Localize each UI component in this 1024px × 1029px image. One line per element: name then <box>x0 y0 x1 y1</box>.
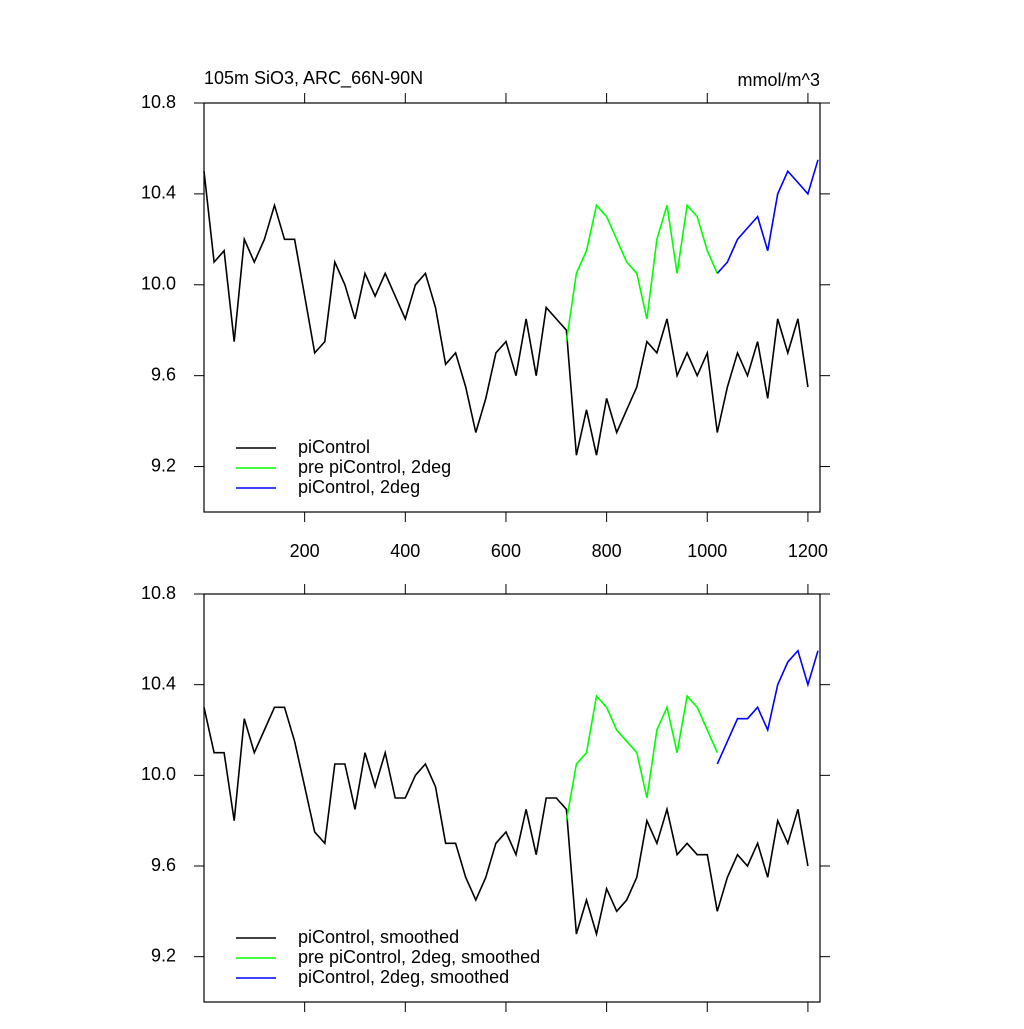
legend-label: pre piControl, 2deg <box>298 457 451 477</box>
y-tick-label: 9.2 <box>151 945 176 965</box>
x-tick-label: 1000 <box>687 541 727 561</box>
x-tick-label: 800 <box>592 541 622 561</box>
y-tick-label: 10.0 <box>141 274 176 294</box>
x-tick-label: 600 <box>491 541 521 561</box>
units-label: mmol/m^3 <box>738 70 820 90</box>
y-tick-label: 10.4 <box>141 183 176 203</box>
legend-label: piControl <box>298 437 370 457</box>
plot-frame <box>203 102 821 513</box>
y-tick-label: 9.6 <box>151 855 176 875</box>
chart-title: 105m SiO3, ARC_66N-90N <box>204 68 423 89</box>
series-line <box>565 203 719 342</box>
y-tick-label: 9.6 <box>151 364 176 384</box>
series-line <box>565 694 719 821</box>
plot-frame <box>203 593 821 1003</box>
x-tick-label: 400 <box>390 541 420 561</box>
legend-label: piControl, smoothed <box>298 927 459 947</box>
y-tick-label: 10.8 <box>141 583 176 603</box>
y-tick-label: 9.2 <box>151 455 176 475</box>
legend-label: piControl, 2deg, smoothed <box>298 967 509 987</box>
series-line <box>716 649 819 765</box>
y-tick-label: 10.8 <box>141 92 176 112</box>
series-line <box>203 706 809 938</box>
x-tick-label: 200 <box>290 541 320 561</box>
y-tick-label: 10.4 <box>141 673 176 693</box>
legend-label: piControl, 2deg <box>298 477 420 497</box>
y-tick-label: 10.0 <box>141 764 176 784</box>
legend-label: pre piControl, 2deg, smoothed <box>298 947 540 967</box>
series-line <box>203 171 809 456</box>
x-tick-label: 1200 <box>788 541 828 561</box>
series-line <box>716 159 819 274</box>
